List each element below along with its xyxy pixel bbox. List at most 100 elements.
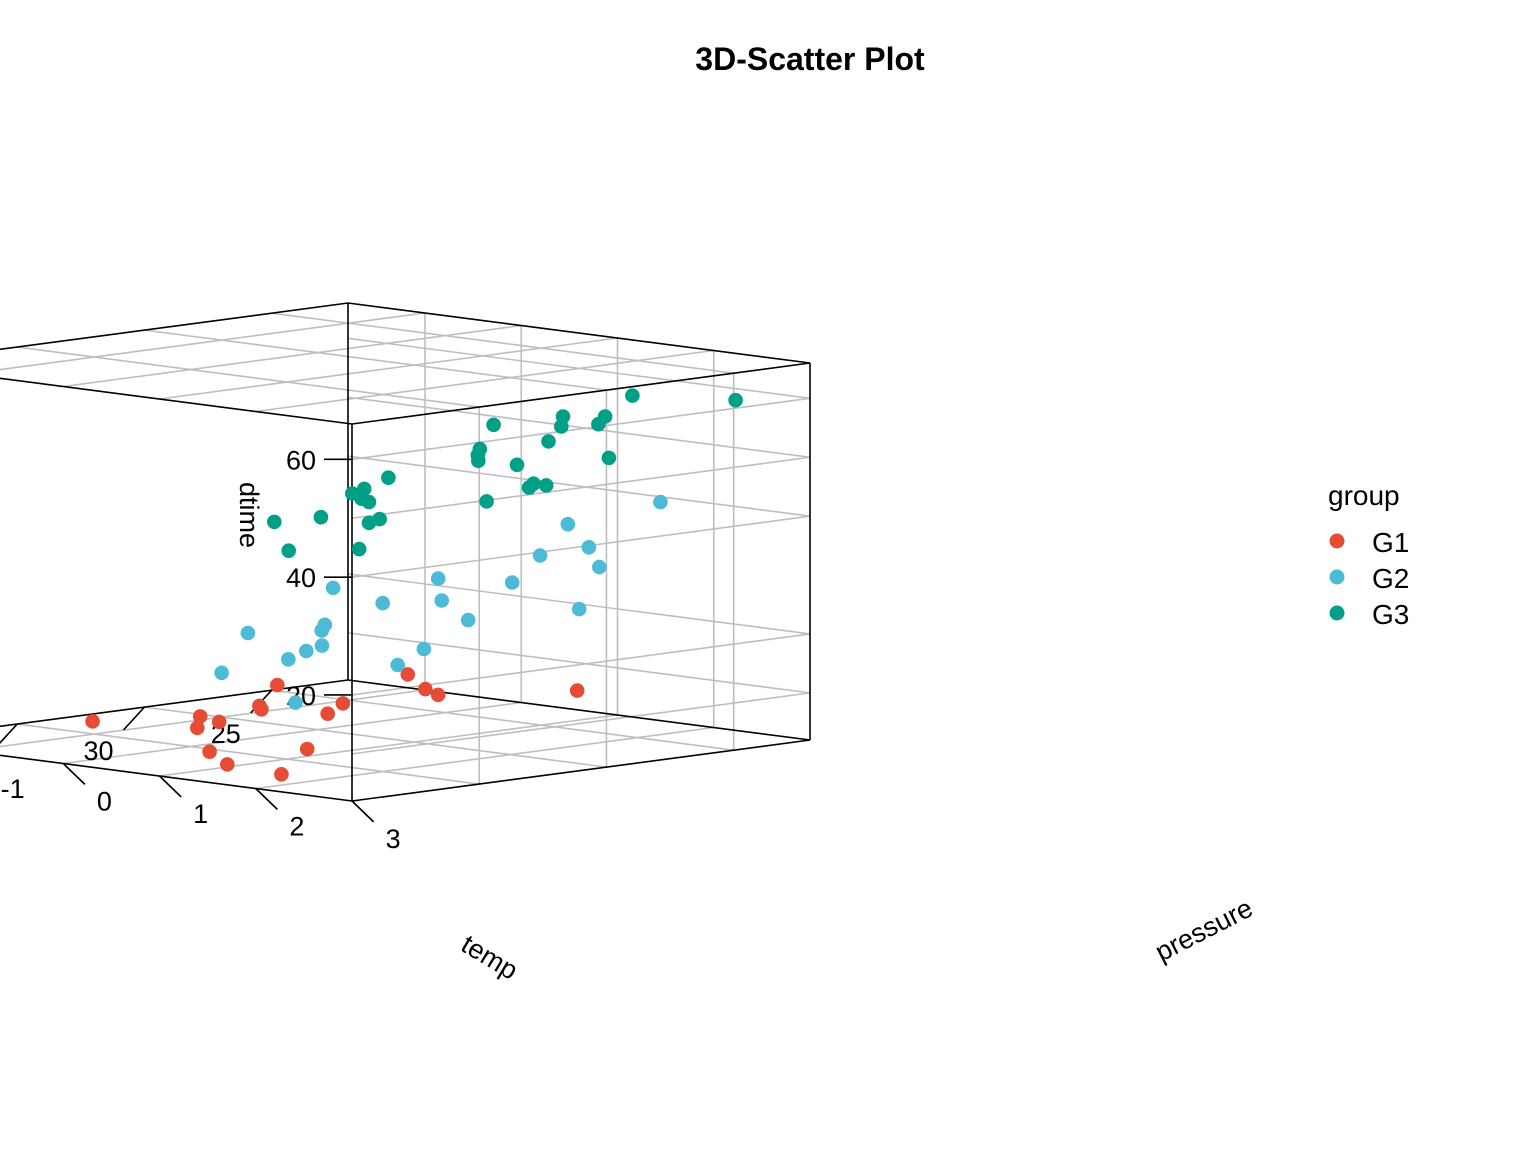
z-axis-title: dtime (234, 482, 264, 548)
data-point-g3 (479, 494, 494, 509)
plot-box-edge (0, 377, 353, 425)
data-point-g1 (270, 677, 285, 693)
back-wall-gridline-dtime (351, 456, 811, 520)
plot-box-edge (0, 754, 353, 802)
roof-gridline-pressure (0, 312, 426, 371)
legend-label-g1: G1 (1372, 527, 1409, 558)
y-axis-title: pressure (1150, 893, 1257, 967)
y-tick-mark (255, 787, 278, 810)
data-points (85, 388, 743, 782)
legend-label-g3: G3 (1372, 599, 1409, 630)
plot-box-edge (0, 302, 349, 351)
legend-marker-g2 (1329, 569, 1345, 585)
data-point-g3 (625, 388, 640, 403)
data-point-g3 (538, 478, 554, 493)
data-point-g2 (653, 494, 668, 510)
roof-gridline-temp (271, 312, 734, 374)
data-point-g1 (190, 720, 205, 736)
data-point-g3 (509, 457, 525, 473)
plot-box-edge (347, 302, 811, 364)
data-point-g3 (345, 486, 360, 501)
data-point-g1 (335, 696, 351, 711)
legend-marker-g3 (1329, 605, 1345, 621)
data-point-g2 (460, 612, 476, 628)
data-point-g3 (267, 514, 282, 530)
y-tick-mark (158, 775, 182, 798)
data-point-g2 (430, 571, 446, 586)
data-point-g2 (571, 601, 587, 617)
data-point-g1 (430, 687, 446, 703)
data-point-g2 (434, 593, 450, 608)
data-point-g3 (313, 509, 329, 525)
data-point-g2 (592, 559, 607, 575)
data-point-g2 (240, 625, 256, 641)
plot-box-edge (351, 739, 811, 802)
grid-layer (0, 312, 811, 790)
data-point-g2 (214, 665, 229, 681)
legend-label-g2: G2 (1372, 563, 1409, 594)
data-point-g2 (281, 652, 296, 667)
legend: group G1 G2 G3 (1328, 480, 1409, 630)
y-tick-label: 0 (97, 786, 112, 816)
y-tick-label: 3 (386, 824, 401, 854)
data-point-g1 (299, 741, 315, 757)
data-point-g2 (390, 657, 406, 673)
floor-gridline-pressure (63, 701, 522, 765)
x-tick-label: 30 (83, 736, 113, 766)
data-point-g3 (281, 543, 297, 558)
z-tick-label: 40 (286, 563, 316, 593)
data-point-g2 (532, 548, 548, 563)
floor-gridline-pressure (255, 726, 714, 790)
data-point-g3 (541, 434, 556, 449)
data-point-g2 (504, 575, 520, 590)
legend-title: group (1328, 480, 1400, 511)
z-tick-label: 60 (286, 445, 316, 475)
data-point-g2 (288, 695, 303, 710)
data-point-g3 (597, 409, 613, 424)
x-tick-mark (122, 706, 146, 731)
data-point-g3 (521, 480, 537, 495)
data-point-g3 (381, 470, 396, 486)
roof-gridline-temp (17, 346, 480, 408)
data-point-g2 (314, 638, 330, 653)
data-point-g2 (317, 617, 333, 633)
roof-gridline-temp (144, 329, 607, 391)
y-tick-mark (62, 762, 86, 785)
plot-box (0, 302, 811, 802)
plot-box-edge (351, 362, 811, 425)
data-point-g3 (351, 541, 367, 557)
back-wall-gridline-dtime (351, 692, 811, 755)
side-wall-gridline-dtime (347, 455, 811, 517)
data-point-g2 (299, 643, 314, 659)
chart-title: 3D-Scatter Plot (695, 41, 925, 77)
data-point-g1 (418, 681, 433, 697)
data-point-g2 (375, 595, 391, 611)
data-point-g1 (320, 706, 336, 721)
data-point-g2 (581, 540, 597, 555)
data-point-g3 (601, 450, 617, 466)
floor-gridline-pressure (159, 714, 618, 777)
roof-gridline-pressure (159, 337, 618, 400)
side-wall-gridline-dtime (347, 396, 811, 459)
data-point-g2 (325, 580, 341, 596)
back-wall-gridline-dtime (351, 397, 811, 461)
data-point-g3 (486, 417, 501, 433)
data-point-g1 (202, 744, 217, 759)
legend-marker-g1 (1329, 533, 1345, 549)
x-axis-title: temp (456, 929, 523, 986)
y-tick-label: -1 (1, 774, 25, 804)
data-point-g1 (85, 714, 100, 729)
y-tick-mark (351, 800, 375, 823)
data-point-g1 (400, 667, 416, 682)
data-point-g1 (569, 683, 585, 698)
data-point-g1 (220, 757, 235, 772)
data-point-g3 (372, 511, 388, 527)
roof-gridline-pressure (255, 349, 714, 413)
data-point-g3 (555, 409, 571, 424)
data-point-g2 (560, 516, 576, 532)
data-point-g1 (211, 714, 227, 730)
back-wall-gridline-dtime (351, 515, 811, 578)
data-point-g1 (192, 709, 208, 724)
